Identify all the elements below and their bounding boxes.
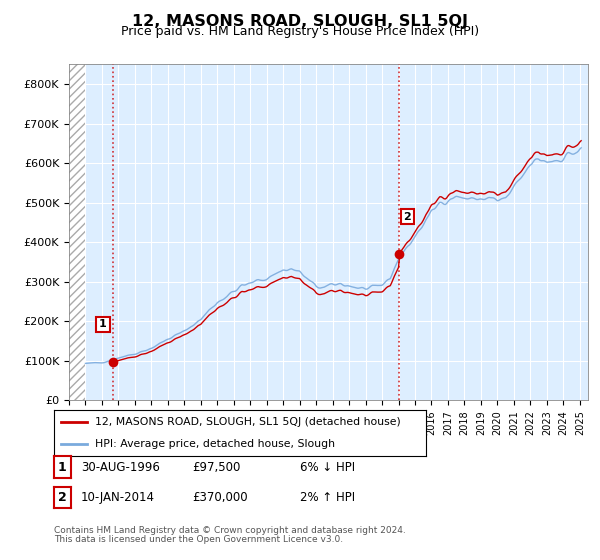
Bar — [69, 64, 85, 400]
Text: 6% ↓ HPI: 6% ↓ HPI — [300, 460, 355, 474]
Text: 2% ↑ HPI: 2% ↑ HPI — [300, 491, 355, 504]
Text: 10-JAN-2014: 10-JAN-2014 — [81, 491, 155, 504]
Text: £370,000: £370,000 — [192, 491, 248, 504]
Text: 12, MASONS ROAD, SLOUGH, SL1 5QJ (detached house): 12, MASONS ROAD, SLOUGH, SL1 5QJ (detach… — [95, 417, 401, 427]
Text: Price paid vs. HM Land Registry's House Price Index (HPI): Price paid vs. HM Land Registry's House … — [121, 25, 479, 38]
Text: This data is licensed under the Open Government Licence v3.0.: This data is licensed under the Open Gov… — [54, 535, 343, 544]
Text: 2: 2 — [58, 491, 67, 504]
Text: 12, MASONS ROAD, SLOUGH, SL1 5QJ: 12, MASONS ROAD, SLOUGH, SL1 5QJ — [132, 14, 468, 29]
Text: 30-AUG-1996: 30-AUG-1996 — [81, 460, 160, 474]
Text: Contains HM Land Registry data © Crown copyright and database right 2024.: Contains HM Land Registry data © Crown c… — [54, 526, 406, 535]
Text: £97,500: £97,500 — [192, 460, 241, 474]
Text: 1: 1 — [58, 460, 67, 474]
Text: 2: 2 — [403, 212, 411, 222]
Text: HPI: Average price, detached house, Slough: HPI: Average price, detached house, Slou… — [95, 440, 335, 450]
Text: 1: 1 — [99, 319, 107, 329]
